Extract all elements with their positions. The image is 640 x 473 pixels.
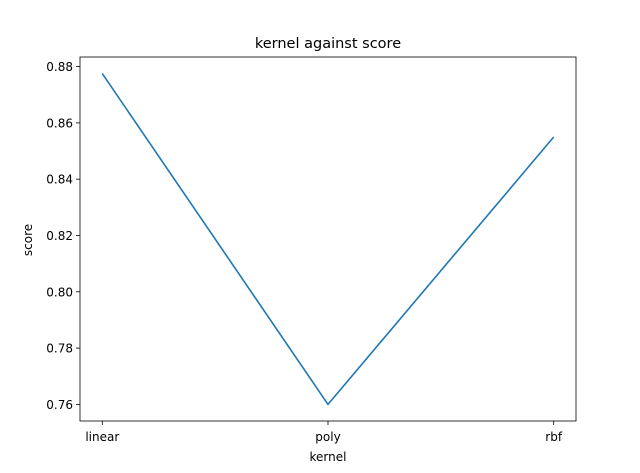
x-axis: linear poly rbf — [85, 421, 563, 444]
y-tick-label: 0.88 — [46, 60, 73, 74]
series-line — [101, 73, 555, 406]
y-tick-label: 0.82 — [46, 229, 73, 243]
series-layer — [101, 73, 555, 406]
y-tick-label: 0.78 — [46, 342, 73, 356]
plot-area — [79, 56, 577, 422]
y-tick-label: 0.76 — [46, 398, 73, 412]
chart-title: kernel against score — [255, 36, 401, 52]
y-axis: 0.76 0.78 0.80 0.82 0.84 0.86 0.88 — [46, 60, 80, 412]
y-tick-label: 0.86 — [46, 116, 73, 130]
plot-background — [80, 57, 576, 421]
y-tick-label: 0.80 — [46, 285, 73, 299]
y-tick-label: 0.84 — [46, 173, 73, 187]
x-tick-label: poly — [315, 430, 340, 444]
x-tick-label: linear — [85, 430, 119, 444]
y-axis-label: score — [21, 224, 35, 256]
x-tick-label: rbf — [545, 430, 563, 444]
x-axis-label: kernel — [310, 450, 347, 464]
